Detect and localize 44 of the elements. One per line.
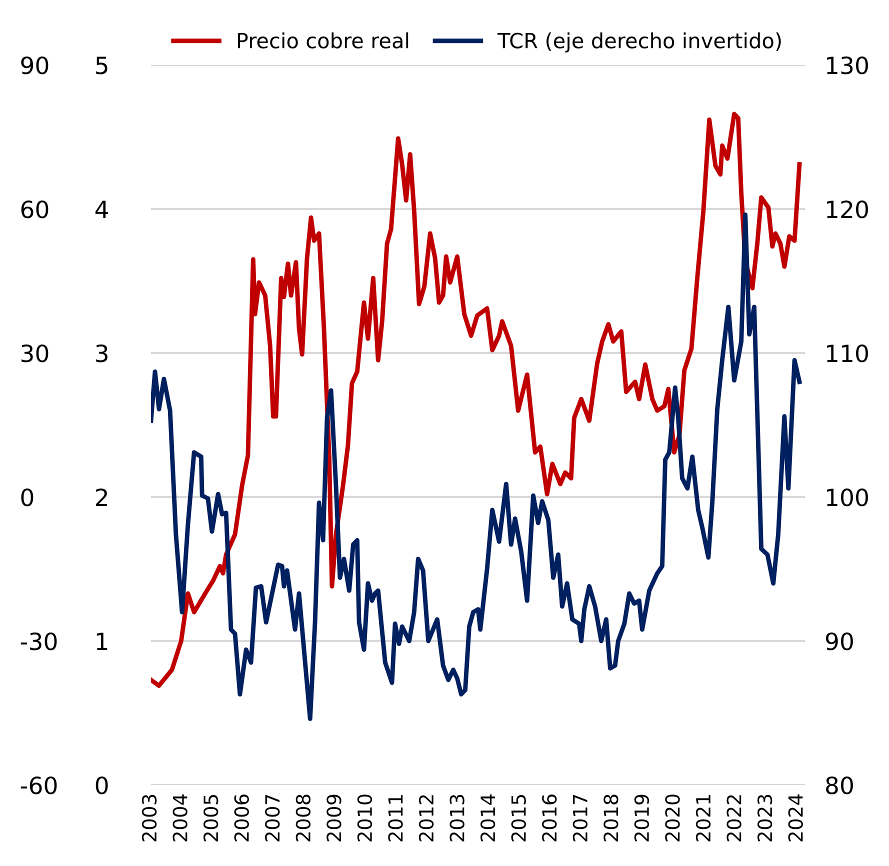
x-tick-label: 2015	[511, 795, 526, 842]
y2-tick-label: 110	[827, 344, 868, 362]
x-tick-label: 2017	[572, 794, 588, 842]
x-tick-label: 2008	[296, 794, 311, 842]
x-tick-label: 2004	[172, 794, 188, 842]
x-tick-label: 2021	[696, 795, 711, 842]
x-tick-label: 2016	[542, 794, 557, 842]
y3-tick-label: -60	[20, 776, 57, 794]
y2-tick-label: 80	[826, 776, 853, 794]
y2-tick-label: 130	[827, 56, 868, 74]
x-tick-label: 2013	[450, 794, 464, 842]
x-tick-label: 2019	[634, 794, 650, 842]
x-tick-label: 2024	[788, 794, 803, 842]
y-tick-label: 5	[96, 56, 108, 74]
y2-tick-label: 100	[827, 488, 868, 506]
y-tick-label: 4	[95, 200, 108, 218]
y3-tick-label: 60	[21, 200, 48, 218]
x-tick-label: 2006	[234, 794, 249, 842]
legend-label: Precio cobre real	[238, 32, 408, 48]
y2-tick-label: 90	[826, 632, 853, 650]
x-tick-label: 2009	[326, 794, 342, 842]
x-tick-label: 2022	[726, 795, 742, 842]
x-tick-label: 2003	[142, 794, 157, 842]
y2-tick-label: 120	[827, 200, 868, 218]
x-tick-label: 2023	[757, 794, 772, 842]
y-tick-label: 0	[96, 776, 108, 794]
y3-tick-label: 90	[21, 56, 48, 74]
legend-label: TCR (eje derecho invertido)	[497, 32, 781, 52]
y-tick-label: 1	[96, 632, 108, 650]
y3-tick-label: 30	[22, 344, 48, 362]
line-series	[151, 212, 802, 721]
x-tick-label: 2012	[418, 795, 434, 842]
y3-tick-label: -30	[20, 632, 57, 650]
y-tick-label: 3	[96, 344, 108, 362]
x-tick-label: 2007	[265, 794, 280, 842]
x-tick-label: 2011	[388, 795, 403, 842]
x-tick-label: 2010	[357, 794, 372, 842]
x-tick-label: 2005	[203, 795, 218, 842]
x-tick-label: 2014	[480, 794, 496, 842]
y-tick-label: 2	[96, 488, 107, 506]
x-tick-label: 2018	[604, 794, 618, 842]
line-series	[151, 112, 802, 688]
y3-tick-label: 0	[21, 488, 34, 506]
x-tick-label: 2020	[665, 794, 680, 842]
